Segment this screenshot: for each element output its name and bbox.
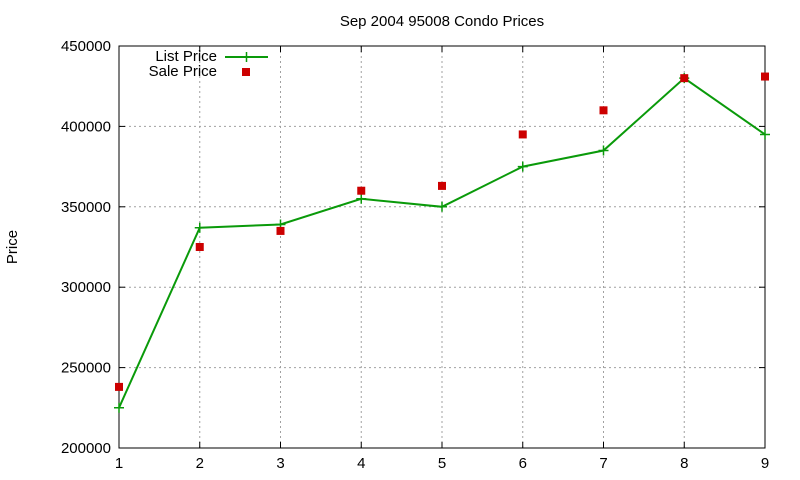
- x-tick-label: 9: [761, 455, 769, 472]
- list-price-point: [114, 402, 124, 413]
- sale-price-point: [761, 72, 769, 81]
- grid-lines: [119, 46, 765, 448]
- legend-label-sale-price: Sale Price: [149, 63, 217, 80]
- x-tick-label: 2: [196, 455, 204, 472]
- x-tick-label: 6: [519, 455, 527, 472]
- x-tick-label: 7: [599, 455, 607, 472]
- list-price-point: [437, 201, 447, 212]
- sale-price-point: [195, 243, 204, 251]
- x-tick-label: 8: [680, 455, 688, 472]
- chart-title: Sep 2004 95008 Condo Prices: [340, 13, 544, 30]
- y-tick-label: 200000: [61, 440, 111, 457]
- list-price-point: [598, 145, 609, 156]
- y-tick-label: 350000: [61, 199, 111, 216]
- x-tick-label: 4: [357, 455, 365, 472]
- tick-labels: 1 2 3 4 5 6 7 8 9 200000 250000 300000 350000 400000 4…: [61, 38, 769, 472]
- y-tick-label: 250000: [61, 360, 111, 377]
- x-tick-label: 5: [438, 455, 446, 472]
- y-tick-label: 300000: [61, 279, 111, 296]
- legend-marker-sale-price: [242, 68, 250, 76]
- series-marks: [114, 72, 770, 413]
- list-price-point: [356, 193, 367, 204]
- sale-price-point: [438, 181, 446, 190]
- y-tick-label: 450000: [61, 38, 111, 55]
- list-price-point: [517, 161, 528, 172]
- sale-price-point: [518, 130, 527, 139]
- x-tick-label: 3: [276, 455, 284, 472]
- sale-price-point: [599, 106, 608, 115]
- sale-price-point: [115, 382, 123, 391]
- sale-price-point: [680, 74, 689, 83]
- sale-price-point: [357, 186, 366, 195]
- legend-marker-list-price: [241, 52, 252, 62]
- y-axis-label: Price: [4, 230, 21, 264]
- x-tick-label: 1: [115, 455, 123, 472]
- y-tick-label: 400000: [61, 118, 111, 135]
- legend: List Price Sale Price: [149, 48, 268, 80]
- sale-price-point: [276, 226, 285, 235]
- list-price-point: [194, 222, 205, 233]
- list-price-point: [760, 129, 770, 140]
- legend-label-list-price: List Price: [155, 48, 217, 65]
